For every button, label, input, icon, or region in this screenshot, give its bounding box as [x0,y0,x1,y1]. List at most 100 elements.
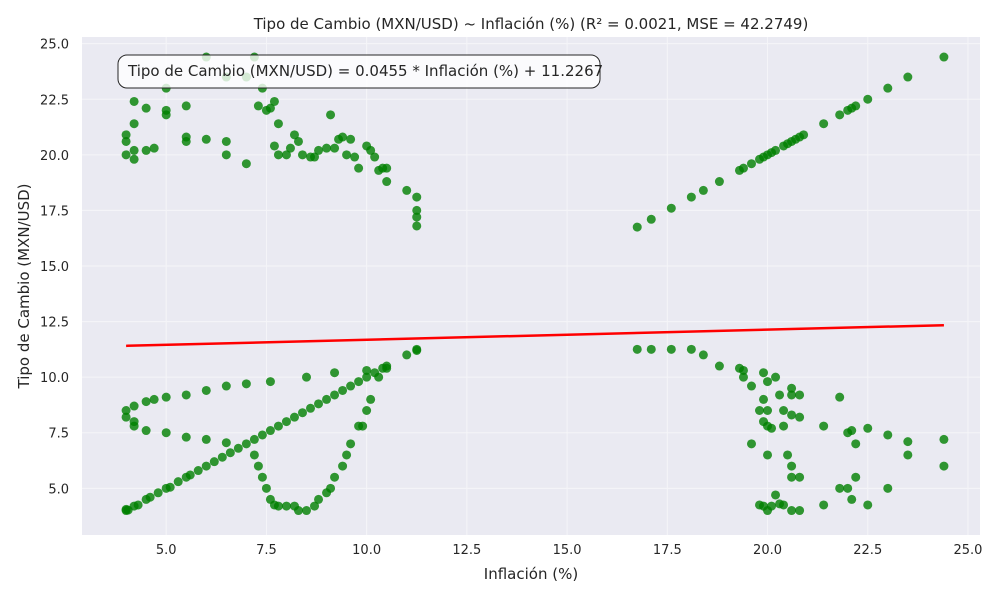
data-point [863,423,873,433]
data-point [755,406,765,415]
x-tick-label: 7.5 [256,543,277,558]
data-point [310,501,320,511]
data-point [843,483,853,493]
data-point [293,136,303,146]
data-point [338,385,348,395]
chart-title: Tipo de Cambio (MXN/USD) ~ Inflación (%)… [253,15,809,33]
data-point [835,110,845,120]
data-point [759,394,769,404]
data-point [883,483,893,493]
data-point [412,192,422,202]
data-point [795,506,805,516]
data-point [314,399,324,409]
data-point [289,412,299,422]
data-point [632,222,642,232]
data-point [121,412,131,422]
data-point [632,344,642,354]
data-point [149,143,159,153]
data-point [269,141,279,151]
data-point [330,368,340,378]
data-point [787,506,797,516]
data-point [763,377,773,387]
data-point [129,154,139,164]
data-point [763,450,773,460]
data-point [273,150,283,160]
data-point [181,132,191,142]
data-point [326,110,336,120]
data-point [863,94,873,104]
data-point [771,490,781,500]
regression-line [126,323,944,348]
data-point [366,394,376,404]
data-point [253,101,263,111]
data-point [738,163,748,173]
data-point [342,450,352,460]
data-point [767,423,777,433]
data-points [121,52,949,516]
data-point [412,221,422,231]
data-point [354,377,364,387]
data-point [779,406,789,415]
data-point [779,421,789,431]
data-point [382,163,392,173]
data-point [293,506,303,516]
data-point [273,421,283,431]
data-point [185,470,195,480]
data-point [847,494,857,504]
y-tick-label: 20.0 [40,149,69,164]
data-point [787,410,797,420]
data-point [330,390,340,400]
data-point [903,437,913,447]
data-point [221,150,231,160]
data-point [366,145,376,155]
data-point [281,150,291,160]
data-point [646,344,656,354]
data-point [666,203,676,213]
x-tick-label: 22.5 [853,543,882,558]
data-point [795,390,805,400]
data-point [883,83,893,93]
data-point [121,504,131,514]
y-axis-label: Tipo de Cambio (MXN/USD) [15,183,33,389]
x-tick-label: 12.5 [452,543,481,558]
data-point [799,130,809,140]
grid-lines [82,37,980,535]
data-point [346,134,356,144]
data-point [939,461,949,471]
data-point [819,500,829,510]
data-point [217,452,227,462]
data-point [281,417,291,427]
data-point [402,185,412,195]
data-point [370,152,380,162]
data-point [310,152,320,162]
data-point [787,472,797,482]
x-tick-label: 5.0 [156,543,177,558]
data-point [133,500,143,510]
y-tick-label: 12.5 [40,316,69,331]
data-point [795,412,805,422]
data-point [350,152,360,162]
data-point [851,101,861,111]
data-point [265,426,275,436]
data-point [746,439,756,449]
data-point [779,500,789,510]
data-point [382,363,392,373]
data-point [787,390,797,400]
data-point [358,421,368,431]
data-point [326,483,336,493]
data-point [221,438,231,448]
x-tick-label: 25.0 [953,543,982,558]
data-point [181,432,191,442]
data-point [265,103,275,113]
data-point [249,434,259,444]
x-tick-label: 15.0 [553,543,582,558]
data-point [783,450,793,460]
data-point [241,439,251,449]
data-point [759,368,769,378]
data-point [241,379,251,389]
data-point [835,483,845,493]
data-point [165,482,175,492]
data-point [771,372,781,382]
data-point [261,483,271,493]
data-point [775,390,785,400]
